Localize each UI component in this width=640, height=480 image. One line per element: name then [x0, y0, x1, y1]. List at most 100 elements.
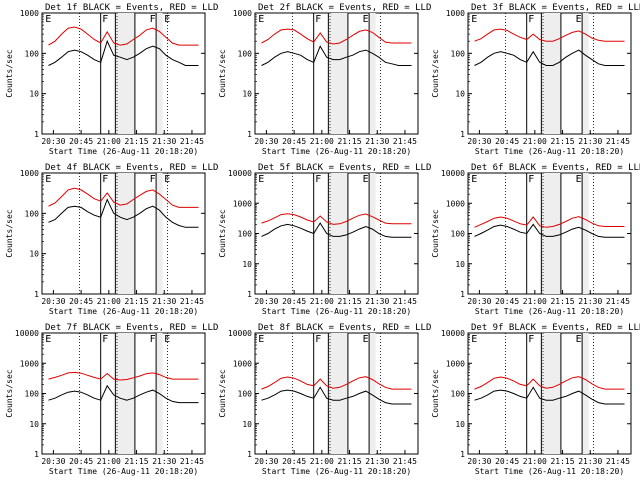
series-line-lld [261, 28, 412, 45]
x-axis-label: Start Time (26-Aug-11 20:18:20) [49, 467, 198, 476]
y-tick-label: 100 [451, 390, 466, 399]
y-tick-label: 1000 [446, 199, 465, 208]
y-tick-label: 10 [242, 90, 252, 99]
y-tick-label: 10000 [228, 169, 252, 178]
y-tick-label: 10 [29, 420, 39, 429]
flag-label: F [315, 14, 321, 25]
x-tick-label: 21:45 [393, 297, 417, 306]
y-axis-label: Counts/sec [5, 209, 14, 257]
y-tick-label: 100 [451, 230, 466, 239]
series-line-lld [474, 376, 625, 390]
series-line-events [474, 49, 625, 66]
series-line-events [48, 384, 199, 404]
x-axis-label: Start Time (26-Aug-11 20:18:20) [475, 307, 624, 316]
x-tick-label: 20:45 [282, 457, 306, 466]
x-tick-label: 20:30 [41, 297, 65, 306]
shaded-region [582, 173, 589, 294]
y-axis-label: Counts/sec [431, 369, 440, 417]
y-axis-label: Counts/sec [218, 49, 227, 97]
flag-label: F [102, 14, 108, 25]
y-tick-label: 1 [460, 450, 465, 459]
y-tick-label: 1000 [20, 9, 39, 18]
y-tick-label: 100 [25, 390, 40, 399]
y-tick-label: 1 [34, 290, 39, 299]
x-tick-label: 20:30 [467, 297, 491, 306]
x-tick-label: 21:15 [124, 137, 148, 146]
chart-title: Det 9f BLACK = Events, RED = LLD [471, 323, 640, 333]
shaded-region [115, 333, 135, 454]
flag-label: F [315, 174, 321, 185]
x-tick-label: 21:45 [180, 297, 204, 306]
x-tick-label: 21:00 [97, 457, 121, 466]
y-tick-label: 1000 [233, 199, 252, 208]
y-tick-label: 1000 [20, 359, 39, 368]
x-tick-label: 20:30 [41, 457, 65, 466]
flag-label: E [576, 334, 582, 345]
x-tick-label: 20:45 [69, 137, 93, 146]
chart-title: Det 8f BLACK = Events, RED = LLD [258, 323, 431, 333]
x-tick-label: 21:45 [606, 137, 630, 146]
x-tick-label: 21:00 [523, 297, 547, 306]
x-tick-label: 20:45 [495, 137, 519, 146]
flag-label: F [528, 334, 534, 345]
flag-label: E [258, 334, 264, 345]
y-axis-label: Counts/sec [5, 369, 14, 417]
x-tick-label: 21:30 [152, 297, 176, 306]
series-line-lld [48, 26, 199, 46]
chart-panel: Det 6f BLACK = Events, RED = LLD 1 10 100 10… [431, 163, 640, 316]
y-tick-label: 1 [34, 450, 39, 459]
shaded-region [115, 173, 135, 294]
series-line-lld [261, 376, 412, 390]
series-line-events [48, 39, 199, 66]
flag-label: E [45, 174, 51, 185]
x-tick-label: 20:45 [69, 297, 93, 306]
x-tick-label: 21:30 [578, 457, 602, 466]
chart-title: Det 5f BLACK = Events, RED = LLD [258, 163, 431, 173]
shaded-region [369, 173, 376, 294]
x-tick-label: 21:45 [393, 137, 417, 146]
chart-panel: Det 9f BLACK = Events, RED = LLD 1 10 100 10… [431, 323, 640, 476]
y-tick-label: 100 [238, 390, 253, 399]
y-tick-label: 1000 [446, 359, 465, 368]
y-tick-label: 1000 [233, 359, 252, 368]
series-line-events [474, 223, 625, 238]
series-line-events [48, 198, 199, 228]
x-tick-label: 21:15 [337, 457, 361, 466]
x-tick-label: 21:00 [310, 137, 334, 146]
x-tick-label: 20:45 [282, 297, 306, 306]
y-axis-label: Counts/sec [431, 209, 440, 257]
x-tick-label: 21:00 [310, 457, 334, 466]
chart-panel: Det 7f BLACK = Events, RED = LLD 1 10 100 10… [5, 323, 218, 476]
y-tick-label: 1000 [446, 9, 465, 18]
series-line-lld [261, 213, 412, 225]
flag-label: F [102, 174, 108, 185]
x-axis-label: Start Time (26-Aug-11 20:18:20) [49, 307, 198, 316]
y-tick-label: 1 [247, 130, 252, 139]
flag-label: E [363, 14, 369, 25]
x-tick-label: 20:45 [495, 457, 519, 466]
x-tick-label: 21:15 [550, 297, 574, 306]
shaded-region [582, 333, 589, 454]
x-tick-label: 20:30 [254, 137, 278, 146]
x-tick-label: 21:30 [152, 137, 176, 146]
x-tick-label: 21:45 [180, 457, 204, 466]
y-tick-label: 1 [247, 450, 252, 459]
y-tick-label: 1000 [20, 169, 39, 178]
chart-panel: Det 2f BLACK = Events, RED = LLD 1 10 100 10… [218, 3, 431, 156]
shaded-region [156, 173, 163, 294]
y-tick-label: 10000 [441, 329, 465, 338]
shaded-region [115, 13, 135, 134]
x-tick-label: 21:15 [124, 457, 148, 466]
flag-label: E [471, 174, 477, 185]
x-tick-label: 21:00 [523, 137, 547, 146]
x-tick-label: 21:00 [97, 297, 121, 306]
x-tick-label: 21:15 [337, 137, 361, 146]
x-tick-label: 21:30 [365, 137, 389, 146]
y-tick-label: 100 [25, 209, 40, 218]
flag-label: E [45, 334, 51, 345]
flag-label: E [45, 14, 51, 25]
y-tick-label: 10 [29, 90, 39, 99]
shaded-region [369, 13, 376, 134]
flag-label: E [258, 14, 264, 25]
y-tick-label: 100 [25, 49, 40, 58]
